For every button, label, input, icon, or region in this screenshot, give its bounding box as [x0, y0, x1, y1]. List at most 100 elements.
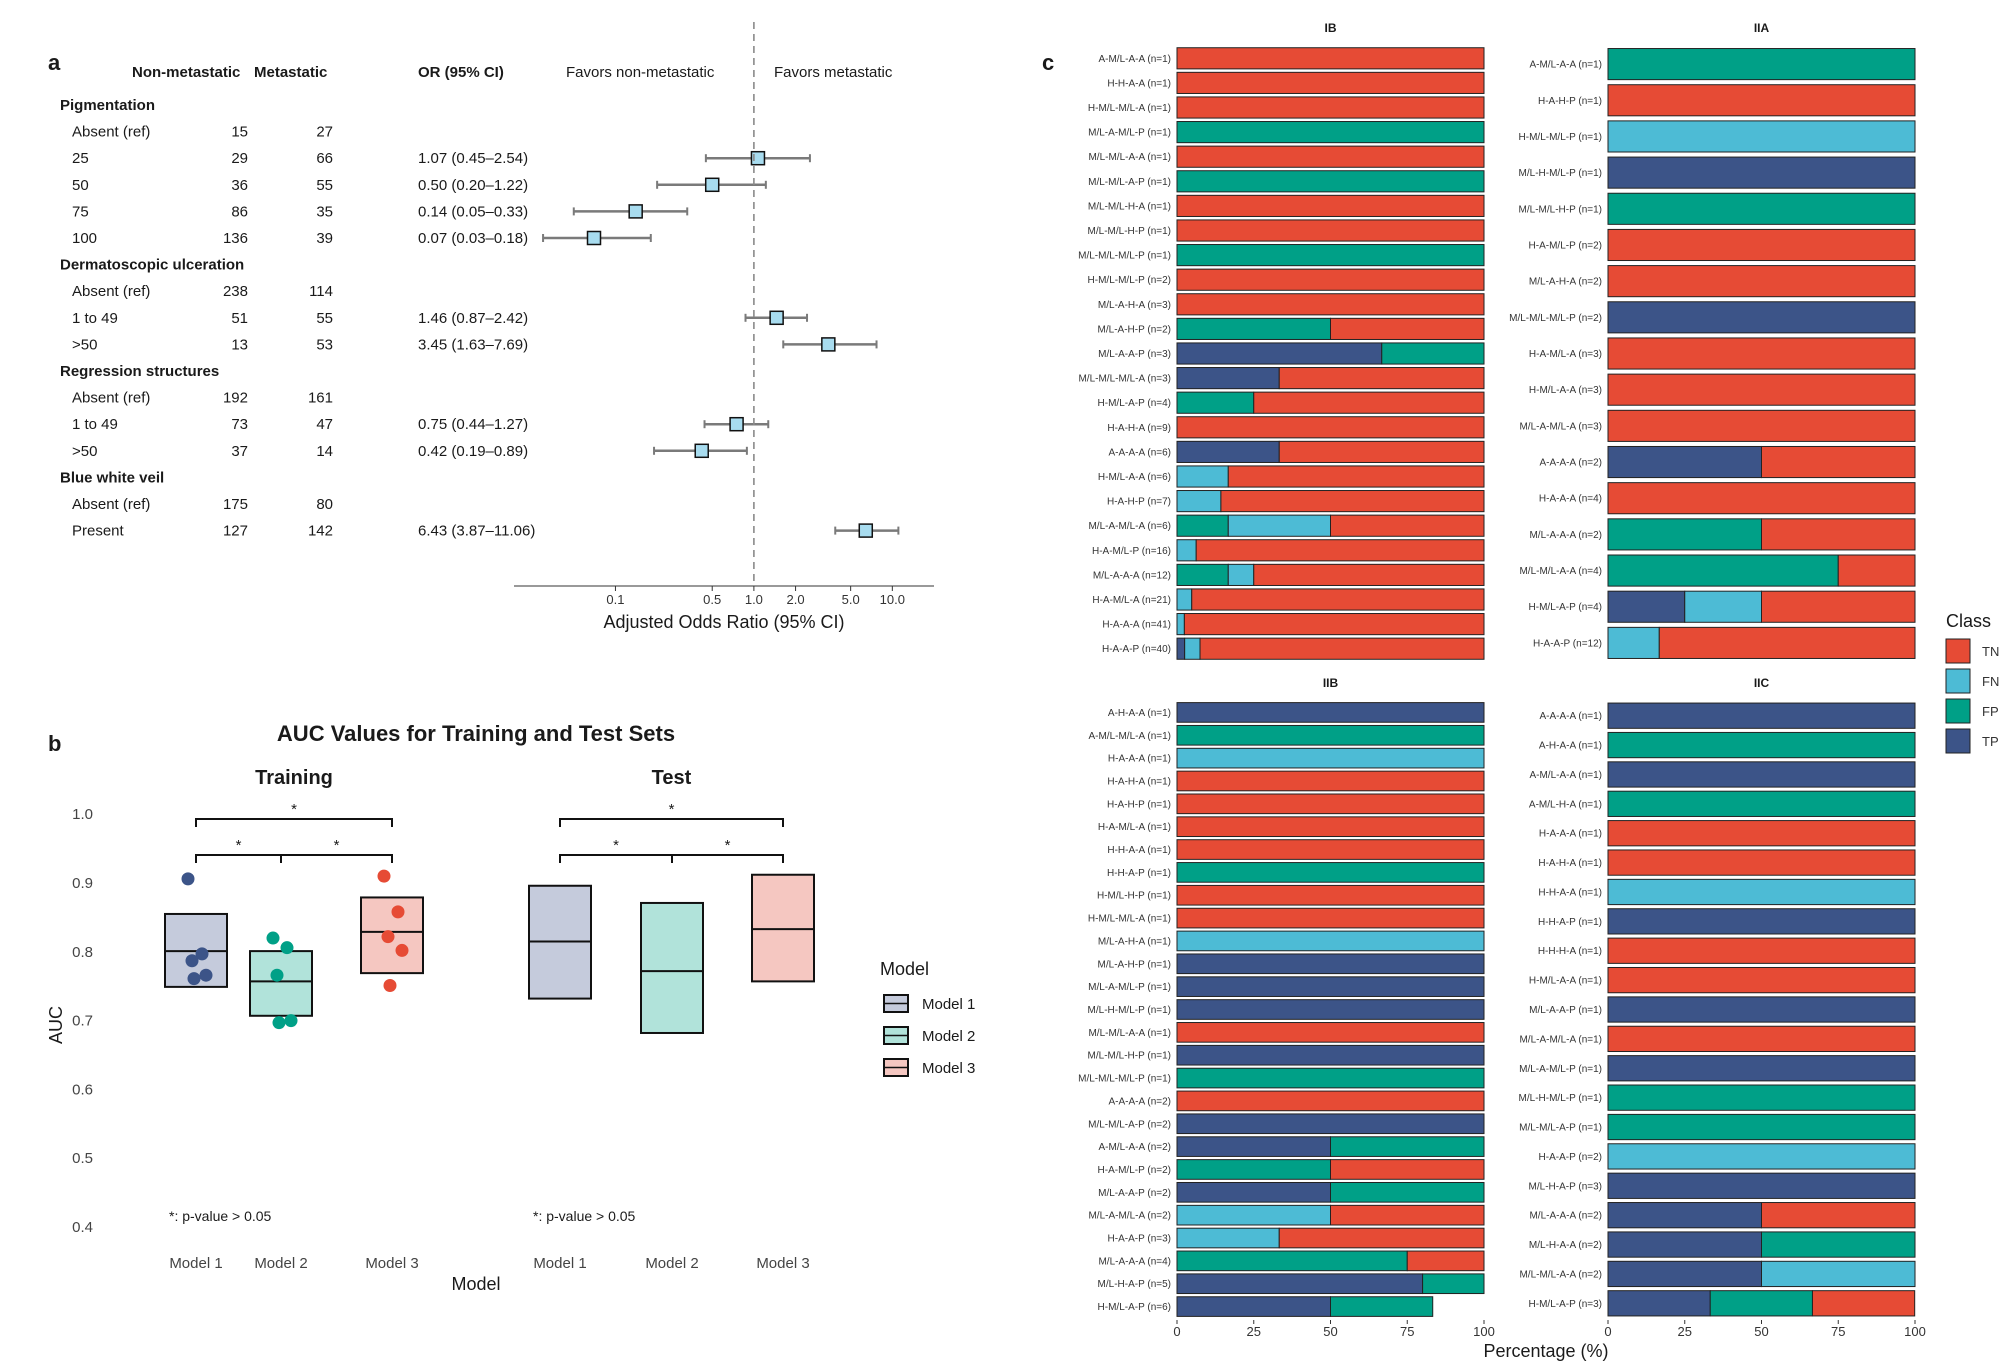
bar-segment-tn: [1253, 391, 1485, 414]
data-point: [383, 979, 397, 993]
panel-label-a: a: [48, 50, 61, 75]
bar-segment-tp: [1607, 908, 1916, 935]
forest-row-label: >50: [72, 336, 97, 353]
bar-segment-fp: [1607, 48, 1916, 81]
bar-segment-fp: [1330, 1136, 1485, 1157]
bar-row-label: M/L-A-H-P (n=2): [1098, 324, 1171, 335]
bar-segment-tp: [1607, 1231, 1762, 1258]
bar-x-tick-label: 0: [1604, 1324, 1611, 1339]
bar-row-label: H-M/L-M/L-A (n=1): [1088, 103, 1171, 114]
bar-segment-fn: [1607, 878, 1916, 906]
bar-segment-fn: [1227, 514, 1332, 537]
bar-segment-tn: [1195, 539, 1485, 562]
forest-met-count: 161: [308, 390, 333, 407]
significance-marker: *: [291, 801, 297, 818]
bar-x-tick-label: 25: [1247, 1324, 1261, 1339]
bar-segment-tn: [1176, 1090, 1485, 1112]
forest-row-label: 100: [72, 230, 97, 247]
panel-label-b: b: [48, 731, 61, 756]
bar-row-label: M/L-A-M/L-A (n=6): [1088, 521, 1171, 532]
bar-x-tick-label: 0: [1173, 1324, 1180, 1339]
header-favors-metastatic: Favors metastatic: [774, 64, 893, 81]
forest-met-count: 27: [316, 124, 333, 141]
class-legend-label: TN: [1982, 644, 1999, 659]
bar-row-label: A-A-A-A (n=2): [1539, 458, 1602, 469]
forest-row-label: 1 to 49: [72, 416, 118, 433]
bar-segment-tp: [1607, 445, 1762, 479]
significance-marker: *: [334, 837, 340, 854]
facet-title: Test: [652, 767, 692, 789]
forest-point: [586, 230, 602, 246]
bar-row-label: M/L-M/L-M/L-P (n=1): [1078, 1074, 1171, 1085]
forest-nonmet-count: 175: [223, 496, 248, 513]
bar-segment-fn: [1607, 120, 1916, 153]
bar-segment-fp: [1176, 391, 1255, 414]
bar-segment-tp: [1607, 761, 1916, 788]
bar-row-label: H-A-M/L-A (n=1): [1098, 822, 1171, 833]
bar-segment-tn: [1607, 820, 1916, 847]
bar-segment-fp: [1330, 1181, 1485, 1203]
bar-row-label: H-A-A-P (n=40): [1102, 644, 1171, 655]
significance-marker: *: [236, 837, 242, 854]
bar-row-label: H-M/L-M/L-P (n=2): [1088, 275, 1171, 286]
bar-row-label: M/L-H-M/L-P (n=1): [1519, 168, 1602, 179]
forest-row-label: Absent (ref): [72, 124, 150, 141]
bar-row-label: H-A-A-A (n=41): [1102, 620, 1171, 631]
facet-strip-title: IIA: [1754, 21, 1770, 35]
box: [249, 950, 313, 1017]
data-point: [381, 930, 395, 944]
forest-point: [729, 416, 744, 432]
forest-met-count: 55: [316, 310, 333, 327]
forest-point: [628, 204, 643, 219]
forest-met-count: 39: [316, 230, 333, 247]
bar-segment-tp: [1176, 1136, 1331, 1157]
bar-segment-tn: [1176, 47, 1485, 70]
data-point: [199, 968, 213, 982]
bar-segment-tp: [1607, 1055, 1916, 1082]
significance-bracket: [195, 818, 393, 827]
bar-row-label: M/L-A-A-A (n=2): [1529, 1211, 1602, 1222]
significance-marker: *: [613, 837, 619, 854]
bar-segment-tn: [1330, 514, 1485, 537]
bar-segment-fn: [1176, 490, 1222, 513]
bar-segment-tn: [1278, 440, 1485, 463]
bar-segment-tn: [1607, 228, 1916, 262]
bar-row-label: M/L-A-M/L-P (n=1): [1088, 982, 1171, 993]
bar-segment-tp: [1607, 1260, 1762, 1288]
bar-x-tick-label: 100: [1904, 1324, 1926, 1339]
class-legend-swatch: [1945, 668, 1971, 694]
bar-row-label: M/L-A-A-P (n=2): [1098, 1188, 1171, 1199]
bar-row-label: H-A-M/L-A (n=3): [1529, 349, 1602, 360]
bar-segment-fn: [1176, 539, 1197, 562]
bar-row-label: H-A-H-A (n=1): [1538, 858, 1602, 869]
forest-nonmet-count: 51: [231, 310, 248, 327]
data-point: [377, 869, 391, 883]
forest-or-text: 0.75 (0.44–1.27): [418, 416, 528, 433]
bar-x-tick-label: 75: [1400, 1324, 1414, 1339]
data-point: [280, 941, 294, 955]
bar-segment-tn: [1607, 966, 1916, 994]
forest-row-label: Present: [72, 523, 125, 540]
forest-point: [750, 150, 766, 166]
bar-row-label: H-M/L-A-A (n=3): [1529, 385, 1602, 396]
forest-row-label: >50: [72, 443, 97, 460]
significance-bracket: [559, 818, 784, 827]
bar-x-tick-label: 75: [1831, 1324, 1845, 1339]
bar-segment-tp: [1607, 1172, 1916, 1199]
bar-segment-tn: [1220, 490, 1485, 513]
boxplot-legend-title: Model: [880, 959, 929, 979]
forest-nonmet-count: 36: [231, 177, 248, 194]
data-point: [181, 872, 195, 886]
bar-row-label: H-M/L-M/L-P (n=1): [1519, 132, 1602, 143]
bar-segment-tn: [1607, 849, 1916, 876]
forest-x-tick-label: 10.0: [880, 592, 905, 607]
forest-x-tick-label: 0.5: [703, 592, 721, 607]
bar-segment-tp: [1176, 1273, 1424, 1295]
bar-segment-tn: [1837, 554, 1916, 587]
bar-segment-tp: [1176, 702, 1485, 723]
bar-segment-tn: [1176, 268, 1485, 291]
bar-segment-fn: [1176, 747, 1485, 769]
bar-segment-tn: [1607, 409, 1916, 442]
bar-row-label: H-H-A-P (n=1): [1538, 917, 1602, 928]
